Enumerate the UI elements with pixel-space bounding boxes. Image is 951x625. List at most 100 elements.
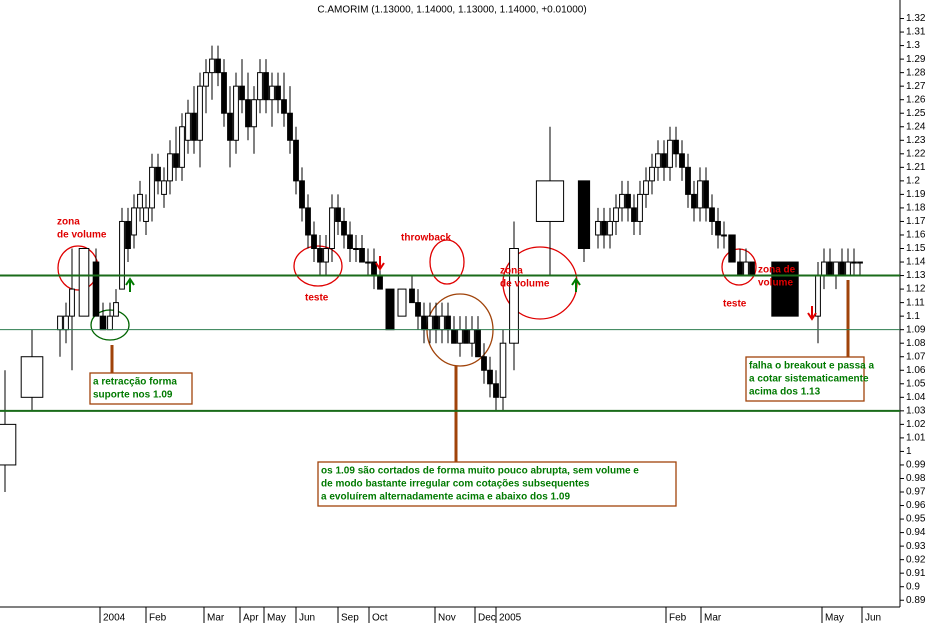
y-tick-label: 1.01 <box>906 433 926 444</box>
y-tick-label: 1.08 <box>906 338 926 349</box>
annotation: os 1.09 são cortados de forma muito pouc… <box>321 466 639 477</box>
candle-body <box>601 220 607 236</box>
annotation: a evoluírem alternadamente acima e abaix… <box>321 492 570 503</box>
candle-body <box>131 207 137 236</box>
x-tick-label: May <box>267 613 286 624</box>
candle-body <box>221 72 227 114</box>
candle-body <box>203 72 209 87</box>
candle-body <box>341 220 347 236</box>
candle-body <box>661 153 667 168</box>
candle-body <box>239 85 245 101</box>
annotation: acima dos 1.13 <box>749 387 821 398</box>
y-tick-label: 1.26 <box>906 94 926 105</box>
candle-body <box>749 261 755 277</box>
candle-body <box>161 180 167 195</box>
annotation: zona de <box>758 265 796 276</box>
candle-body <box>721 234 727 237</box>
annotation-box <box>745 356 865 402</box>
candle-body <box>469 329 475 344</box>
candle-body <box>631 207 637 222</box>
x-tick-label: Apr <box>243 613 259 624</box>
y-tick-label: 0.98 <box>906 473 926 484</box>
y-tick-label: 1.07 <box>906 351 926 362</box>
candle-body <box>353 248 359 251</box>
candle-body <box>845 261 851 277</box>
candle-body <box>649 166 655 182</box>
candle-body <box>509 248 519 344</box>
candle-body <box>57 315 63 331</box>
candle-body <box>281 99 287 114</box>
candle-body <box>385 288 395 331</box>
y-tick-label: 0.93 <box>906 541 926 552</box>
annotation: teste <box>723 299 747 310</box>
candle-body <box>667 139 673 168</box>
candle-body <box>299 180 305 209</box>
candle-body <box>107 315 113 331</box>
y-tick-label: 1 <box>906 446 912 457</box>
down-arrow <box>807 306 817 321</box>
x-tick-label: Jun <box>299 613 315 624</box>
y-tick-label: 1.12 <box>906 284 926 295</box>
candle-body <box>257 72 263 101</box>
annotation: de modo bastante irregular com cotações … <box>321 479 590 490</box>
candle-body <box>263 72 269 101</box>
x-tick-label: 2004 <box>103 613 126 624</box>
candle-body <box>293 139 299 182</box>
y-tick-label: 1.09 <box>906 324 926 335</box>
y-tick-label: 0.92 <box>906 554 926 565</box>
candle-body <box>305 207 311 236</box>
y-tick-label: 1.32 <box>906 13 926 24</box>
candle-body <box>137 193 143 209</box>
candle-body <box>409 288 415 304</box>
candle-body <box>209 58 215 74</box>
candle-body <box>251 99 257 128</box>
candle-body <box>359 248 365 263</box>
candle-body <box>457 329 463 344</box>
up-arrow <box>571 277 581 292</box>
y-tick-label: 0.89 <box>906 595 926 606</box>
ellipse <box>293 245 343 287</box>
candle-body <box>287 112 293 141</box>
candle-body <box>427 315 433 331</box>
candle-body <box>149 166 155 209</box>
candle-body <box>397 288 407 317</box>
candle-body <box>377 275 383 290</box>
annotation: suporte nos 1.09 <box>93 390 173 401</box>
candle-body <box>481 356 487 371</box>
annotation-box <box>89 372 193 405</box>
y-tick-label: 1.25 <box>906 108 926 119</box>
x-tick-label: Mar <box>704 613 722 624</box>
y-tick-label: 1.17 <box>906 216 926 227</box>
annotation: de volume <box>57 230 107 241</box>
candle-body <box>245 99 251 128</box>
y-tick-label: 1.3 <box>906 40 920 51</box>
candle-body <box>78 248 90 317</box>
candle-body <box>685 166 691 195</box>
candle-body <box>637 193 643 222</box>
candle-body <box>709 207 715 222</box>
candle-body <box>445 315 451 331</box>
candle-body <box>839 261 845 277</box>
candle-body <box>125 220 131 250</box>
candle-body <box>227 112 233 141</box>
x-tick-label: Oct <box>372 613 388 624</box>
down-arrow <box>375 256 385 271</box>
y-tick-label: 0.94 <box>906 527 926 538</box>
annotation: teste <box>305 293 329 304</box>
candle-body <box>335 207 341 222</box>
annotation: throwback <box>401 233 451 244</box>
x-tick-label: Sep <box>341 613 359 624</box>
candle-body <box>475 329 481 358</box>
candle-body <box>833 261 839 277</box>
candle-body <box>439 315 445 331</box>
candle-body <box>173 153 179 168</box>
candle-body <box>743 261 749 277</box>
candle-body <box>655 153 661 168</box>
y-tick-label: 1.06 <box>906 365 926 376</box>
y-tick-label: 1.11 <box>906 297 925 308</box>
candle-body <box>69 288 75 317</box>
y-tick-label: 1.28 <box>906 67 926 78</box>
x-tick-label: Nov <box>438 613 456 624</box>
